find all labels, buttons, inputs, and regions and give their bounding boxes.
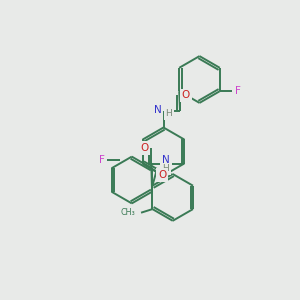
Text: CH₃: CH₃ [121, 208, 136, 217]
Text: O: O [158, 170, 166, 180]
Text: F: F [98, 155, 104, 165]
Text: N: N [154, 105, 161, 115]
Text: O: O [182, 90, 190, 100]
Text: N: N [162, 155, 170, 165]
Text: F: F [236, 86, 241, 96]
Text: H: H [165, 109, 172, 118]
Text: O: O [141, 143, 149, 153]
Text: H: H [163, 164, 170, 173]
